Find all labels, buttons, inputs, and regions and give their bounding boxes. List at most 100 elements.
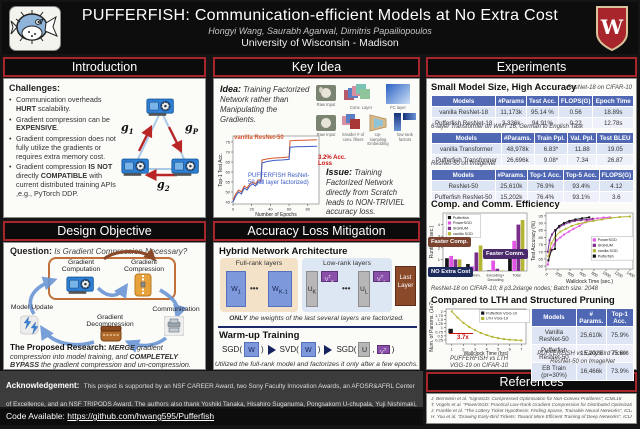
svg-text:85: 85 (539, 228, 544, 233)
cycle-computation-label: Gradient Computation (61, 259, 101, 274)
badge-no-extra-cost: NO Extra Cost (428, 267, 474, 277)
svg-text:80: 80 (539, 235, 544, 240)
svg-text:2: 2 (441, 309, 444, 314)
figure-caption: FC layer (390, 105, 406, 110)
svg-text:Top-1 Test Acc.: Top-1 Test Acc. (218, 153, 224, 187)
subheading-comp-comm: Comp. and Comm. Efficiency (431, 199, 560, 209)
vanilla-curve-label: vanilla ResNet-50 (234, 135, 284, 141)
svg-text:400: 400 (567, 270, 576, 278)
cycle-communication-label: Communication (152, 306, 200, 313)
figure-caption: Raw Input (316, 102, 336, 107)
challenge-item: Gradient compression does not fully util… (9, 134, 123, 161)
svg-text:0.75: 0.75 (435, 329, 444, 334)
header: PUFFERFISH: Communication-efficient Mode… (2, 2, 638, 54)
eq-w-box: W (244, 342, 259, 357)
last-layer-box: Last Layer (395, 266, 416, 306)
lowrank-label: Low-rank layers (323, 260, 371, 267)
svg-text:95: 95 (539, 213, 544, 218)
convergence-chart: 60 65 70 75 80 85 90 95 0 200 400 600 800 1000 1200 140… (531, 210, 637, 285)
gradient-gp-label: gP (185, 121, 198, 137)
warmup-equation: SGD( W ) SVD( W ) SGD( U , VT ) (222, 342, 394, 357)
svg-text:7: 7 (520, 347, 523, 352)
eq-arrow-icon (267, 344, 276, 355)
svg-text:65: 65 (539, 256, 544, 261)
eq-w-box: W (300, 342, 316, 357)
svg-text:Comm.: Comm. (468, 274, 480, 278)
decompression-icon (100, 326, 122, 342)
svg-text:0: 0 (545, 272, 550, 278)
svg-text:1.25: 1.25 (435, 321, 444, 326)
gpu-icon (146, 98, 174, 117)
key-idea-panel: Idea: Training Factorized Network rather… (213, 78, 420, 218)
svg-text:vanilla SGD: vanilla SGD (453, 232, 473, 236)
factorized-curve-label: PUFFERFISH ResNet-50 (all layer factoriz… (248, 173, 310, 186)
warmup-heading: Warm-up Training (219, 330, 300, 341)
svg-text:1.5: 1.5 (437, 317, 443, 322)
communication-icon (164, 316, 184, 336)
svg-text:Total: Total (512, 274, 520, 278)
svg-text:Number of Epochs: Number of Epochs (255, 212, 297, 218)
svg-text:0.5: 0.5 (437, 333, 443, 338)
weight-matrix-w1: W1 (226, 271, 246, 307)
svg-text:75: 75 (539, 242, 544, 247)
factor-ul: UL (358, 271, 370, 307)
ellipsis: ••• (342, 284, 351, 293)
svg-text:6: 6 (509, 347, 512, 352)
svg-text:1: 1 (438, 257, 441, 262)
acc-loss-annotation: 3.2% Acc. Loss (318, 155, 346, 168)
section-design-objective: Design Objective (3, 221, 206, 241)
eb-caption-2: ResNet-50 on ImageNet (550, 359, 615, 365)
question-line: Question: Is Gradient Compression Necess… (10, 246, 205, 256)
uw-crest-icon: W (594, 5, 630, 52)
reference-item: J. Bernstein et al. "signSGD: Compressed… (431, 396, 622, 401)
svg-text:Wallclock Time (hrs): Wallclock Time (hrs) (464, 351, 509, 357)
svg-text:1: 1 (441, 325, 444, 330)
proposed-research-text: MERGE gradient compression into model tr… (10, 343, 191, 370)
poster-affiliation: University of Wisconsin - Madison (241, 37, 399, 49)
svg-text:600: 600 (579, 270, 588, 278)
acknowledgement-block: Acknowledgement: This project is support… (0, 371, 423, 426)
transformer-table: Models #Params. Train Ppl. Val. Ppl. Test BL… (431, 132, 634, 166)
cycle-model-update-label: Model Update (10, 304, 54, 311)
weight-matrix-wk1: WK-1 (268, 271, 292, 307)
svg-text:80: 80 (306, 207, 311, 212)
svg-text:vanilla SGD: vanilla SGD (598, 249, 618, 253)
imagenet-caption: ResNet-50 on ImageNet (431, 161, 496, 167)
svg-text:3: 3 (438, 234, 441, 239)
challenges-list: Communication overheads HURT scalability… (9, 95, 123, 201)
factor-vl: VTL (373, 271, 390, 284)
lth-caption-2: VGG-19 on CIFAR-10 (449, 363, 509, 369)
figure-caption: Conv. Layer (349, 105, 373, 110)
lth-caption-1: PUFFERFISH vs LTH (450, 356, 508, 362)
references-list: J. Bernstein et al. "signSGD: Compressed… (431, 396, 632, 420)
warmup-note: Utilized the full-rank model and factori… (214, 361, 419, 368)
figure-caption: Smaller # of conv. filters (341, 132, 365, 142)
idea-label: Idea: (220, 84, 242, 94)
question-label: Question: (10, 246, 52, 256)
factor-vk: VTK (321, 271, 338, 284)
github-link[interactable]: https://github.com/hwang595/Pufferfish (67, 411, 215, 421)
references-panel: J. Bernstein et al. "signSGD: Compressed… (426, 393, 637, 424)
reference-item: H. You et al. "Drawing Early-Bird Ticket… (431, 414, 632, 420)
zipper-icon (134, 273, 152, 297)
poster-authors: Hongyi Wang, Saurabh Agarwal, Dimitris P… (208, 26, 432, 36)
subheading-lth: Compared to LTH and Structured Pruning (431, 295, 615, 305)
fullrank-zone: Full-rank layers W1 ••• WK-1 (220, 258, 298, 312)
svg-text:50: 50 (226, 190, 231, 195)
model-update-icon (20, 315, 39, 335)
svg-text:45: 45 (226, 200, 231, 205)
hybrid-architecture-diagram: Full-rank layers W1 ••• WK-1 Low-rank la… (214, 258, 421, 314)
params-vs-time-chart: 0.25 0.5 0.75 1 1.25 1.5 1.75 2 1 2 3 4 5 6 7 Wallclock… (429, 301, 530, 357)
svg-text:0.25: 0.25 (435, 337, 444, 342)
fullrank-label: Full-rank layers (235, 260, 283, 267)
svg-text:60: 60 (287, 207, 292, 212)
conv-layer-figure (344, 84, 378, 104)
poster-title: PUFFERFISH: Communication-efficient Mode… (81, 7, 559, 24)
svg-text:PowerSGD: PowerSGD (453, 221, 472, 225)
section-introduction: Introduction (3, 57, 206, 77)
svg-text:Wallclock Time (sec.): Wallclock Time (sec.) (566, 279, 613, 285)
only-note: ONLY the weights of the last several lay… (229, 315, 404, 322)
hybrid-architecture-heading: Hybrid Network Architecture (219, 246, 348, 257)
svg-text:200: 200 (555, 270, 564, 278)
svg-text:Test Accuracy (%): Test Accuracy (%) (531, 221, 537, 261)
